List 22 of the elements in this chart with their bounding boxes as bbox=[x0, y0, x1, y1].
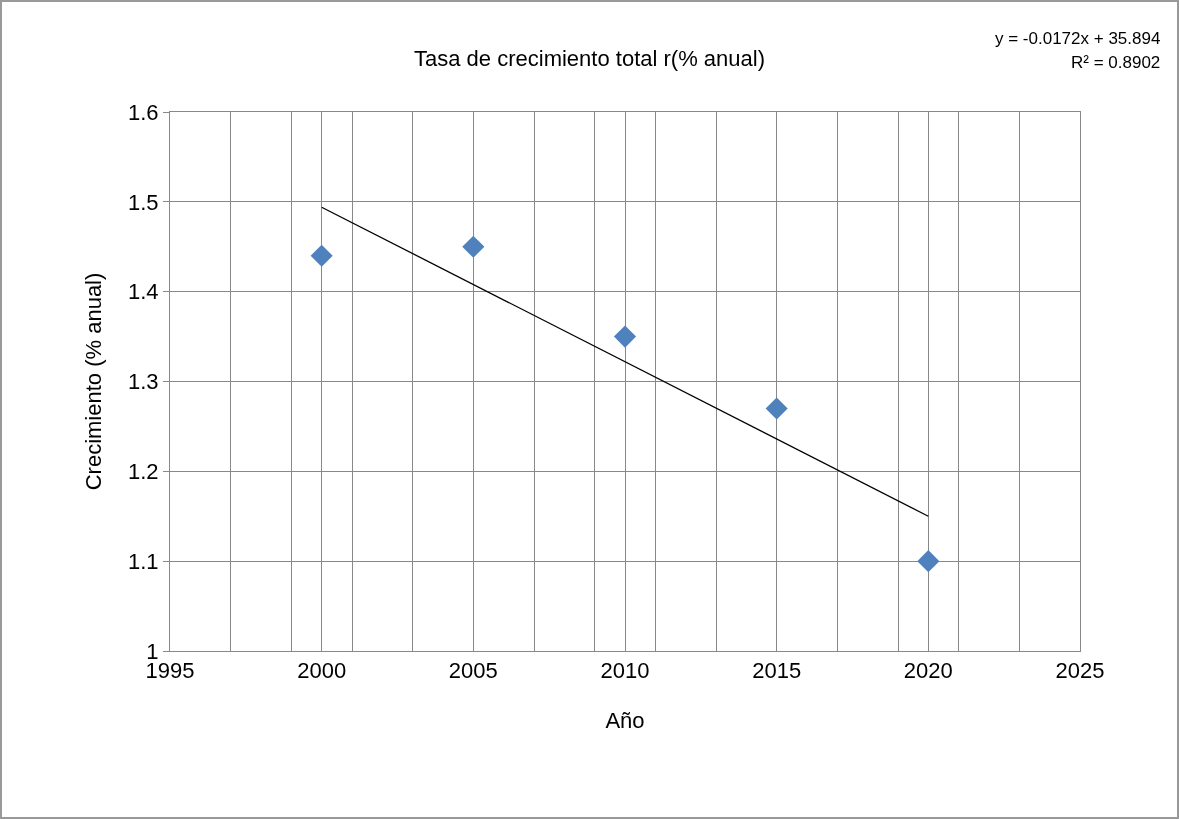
point bbox=[462, 235, 485, 258]
x-tick-label: 2020 bbox=[903, 658, 953, 684]
y-tick-label: 1.4 bbox=[128, 279, 159, 305]
text: y = -0.0172x + 35.894 bbox=[995, 29, 1161, 48]
point bbox=[613, 325, 637, 348]
y-tick-label: 1.5 bbox=[128, 189, 159, 215]
x-axis-title: Año bbox=[605, 708, 645, 734]
text: R² = 0.8902 bbox=[1071, 53, 1161, 72]
y-tick-label: 1.3 bbox=[128, 369, 159, 395]
x-tick-label: 2015 bbox=[752, 658, 802, 684]
point bbox=[310, 244, 333, 267]
y-tick-label: 1.2 bbox=[128, 459, 159, 485]
y-tick-label: 1.6 bbox=[128, 99, 159, 125]
x-tick-label: 2025 bbox=[1055, 658, 1105, 684]
point bbox=[765, 397, 788, 420]
chart-title: Tasa de crecimiento total r(% anual) bbox=[414, 46, 765, 72]
x-tick-label: 2010 bbox=[600, 658, 650, 684]
y-axis-title: Crecimiento (% anual) bbox=[80, 272, 106, 491]
x-tick-label: 2005 bbox=[448, 658, 498, 684]
point bbox=[917, 550, 940, 573]
y-tick-label: 1.1 bbox=[128, 548, 159, 574]
x-tick-label: 2000 bbox=[297, 658, 347, 684]
